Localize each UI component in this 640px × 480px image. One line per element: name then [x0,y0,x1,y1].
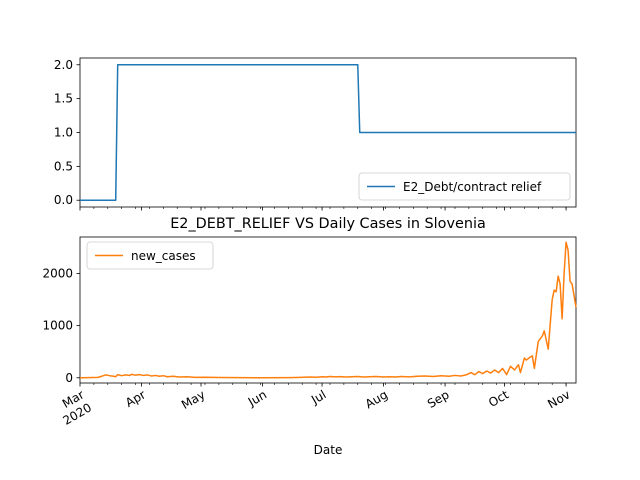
x-tick-label-line: May [179,387,207,412]
y-tick-label: 0.0 [54,193,73,207]
x-tick-label: Apr [123,387,148,410]
x-tick-label-line: Apr [123,387,148,410]
axes-frame-2 [79,236,577,384]
x-tick-label: Jul [308,387,328,407]
x-tick-label: May [179,387,207,412]
x-tick-label-line: Nov [545,387,572,411]
x-tick-label: Oct [486,387,511,410]
x-tick-label: Mar2020 [53,387,94,427]
x-tick-label-line: Sep [425,387,452,410]
y-tick-label: 2.0 [54,58,73,72]
x-tick-label: Nov [545,387,572,411]
x-tick-label-line: Jun [245,387,269,409]
y-tick-label: 1.0 [54,126,73,140]
legend-2 [86,241,214,270]
x-tick-label-line: Oct [486,387,511,410]
series-line-e2-debt-contract-relief [80,64,576,201]
top-axes-debt-relief: 0.0 0.5 1.0 1.5 2.0 E2_Debt/contract relief [54,57,577,211]
y-tick-label: 0 [65,371,73,385]
x-tick-label: Aug [363,387,390,411]
x-tick-label: Sep [425,387,452,410]
x-tick-label: Jun [245,387,269,409]
y-tick-label: 1000 [42,319,73,333]
x-tick-label-line: Jul [308,387,328,407]
series-line-new-cases [79,241,577,379]
x-tick-label-line: Aug [363,387,390,411]
y-tick-label: 2000 [42,267,73,281]
y-tick-label: 1.5 [54,92,73,106]
chart-title: E2_DEBT_RELIEF VS Daily Cases in Sloveni… [170,216,486,232]
y-tick-label: 0.5 [54,159,73,173]
bottom-axes-daily-cases: 0 1000 2000 Mar2020 Apr May Jun Jul Aug Sep Oct Nov… [42,216,577,457]
x-axis-label: Date [314,443,343,457]
legend-1 [358,172,571,201]
legend-label-1: E2_Debt/contract relief [403,180,542,194]
legend-label-2: new_cases [131,249,196,263]
